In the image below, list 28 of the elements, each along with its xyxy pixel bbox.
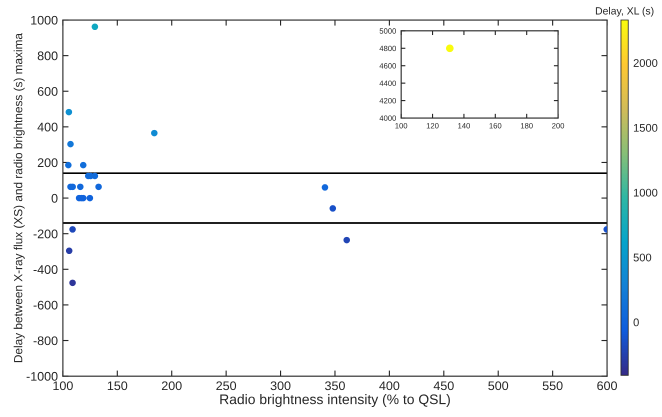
y-tick-label: -400: [34, 265, 58, 274]
x-axis-title: Radio brightness intensity (% to QSL): [220, 394, 450, 407]
x-tick-label: 450: [434, 381, 454, 390]
y-tick-label: -1000: [26, 372, 58, 381]
color-bar-label: 500: [634, 254, 652, 262]
y-tick-label: 200: [38, 158, 58, 168]
y-tick-label: 800: [38, 51, 58, 60]
y-tick-label: -200: [34, 229, 58, 238]
x-tick-label: 200: [162, 381, 182, 390]
x-tick-label: 150: [108, 381, 128, 390]
color-bar-label: 2000: [634, 59, 658, 67]
y-tick-label: -800: [34, 336, 58, 346]
y-tick-label: -600: [34, 300, 58, 310]
y-axis-title: Delay between X-ray flux (XS) and radio brightness (s) maxima: [14, 33, 25, 362]
x-tick-label: 500: [488, 381, 508, 390]
y-tick-label: 600: [38, 87, 58, 96]
x-tick-label: 600: [597, 381, 617, 390]
x-tick-label: 550: [542, 381, 563, 390]
y-tick-label: 0: [52, 194, 58, 203]
x-tick-label: 250: [216, 381, 236, 390]
y-tick-label: 1000: [31, 16, 58, 25]
x-tick-label: 100: [53, 381, 73, 390]
color-bar-label: 1000: [634, 188, 658, 197]
x-tick-label: 350: [325, 381, 345, 390]
x-tick-label: 300: [270, 381, 290, 390]
color-bar-label: 1500: [634, 124, 658, 132]
color-bar-label: 0: [634, 318, 639, 326]
color-bar-title: Delay, XL (s): [596, 6, 654, 17]
